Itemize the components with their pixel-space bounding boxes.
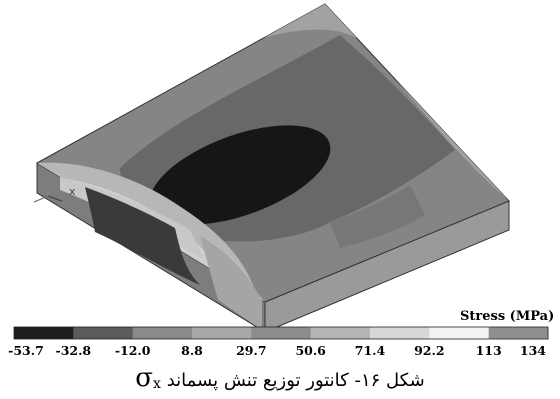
legend-color-bar xyxy=(13,326,549,340)
legend-title: Stress (MPa) xyxy=(460,309,554,324)
legend-tick-label: 113 xyxy=(476,343,502,358)
legend-swatch xyxy=(132,327,193,339)
legend-tick-label: 8.8 xyxy=(181,343,203,358)
contour-zone-wedge xyxy=(330,185,425,248)
legend-swatch xyxy=(251,327,312,339)
legend-swatch xyxy=(310,327,371,339)
legend-tick-label: 92.2 xyxy=(414,343,444,358)
legend-outline xyxy=(13,326,549,340)
legend-swatch xyxy=(488,327,549,339)
legend-swatch xyxy=(73,327,134,339)
side-contour-dark xyxy=(85,187,200,285)
caption-symbol: σ xyxy=(135,363,154,393)
legend-swatch xyxy=(14,327,74,339)
side-contour-mid xyxy=(200,236,262,330)
figure-caption: σx شکل ۱۶- کانتور توزیع تنش پسماند xyxy=(0,363,560,399)
legend-tick-label: 50.6 xyxy=(295,343,326,358)
contour-zone-core xyxy=(149,125,331,225)
legend-swatch xyxy=(429,327,490,339)
axis-triad: x xyxy=(33,185,76,203)
legend-tick-label: 29.7 xyxy=(236,343,266,358)
caption-subscript: x xyxy=(153,376,161,392)
legend-tick-label: 134 xyxy=(520,343,546,358)
caption-text: شکل ۱۶- کانتور توزیع تنش پسماند xyxy=(166,370,425,391)
legend-swatch xyxy=(192,327,252,339)
legend-tick-label: -53.7 xyxy=(8,343,44,358)
legend-tick-label: -12.0 xyxy=(115,343,151,358)
axis-label-x: x xyxy=(69,185,76,198)
legend-swatch xyxy=(370,327,430,339)
legend-tick-label: -32.8 xyxy=(56,343,92,358)
legend-tick-labels: -53.7 -32.8 -12.0 8.8 29.7 50.6 71.4 92.2 113 134 xyxy=(8,343,546,358)
legend-tick-label: 71.4 xyxy=(355,343,386,358)
